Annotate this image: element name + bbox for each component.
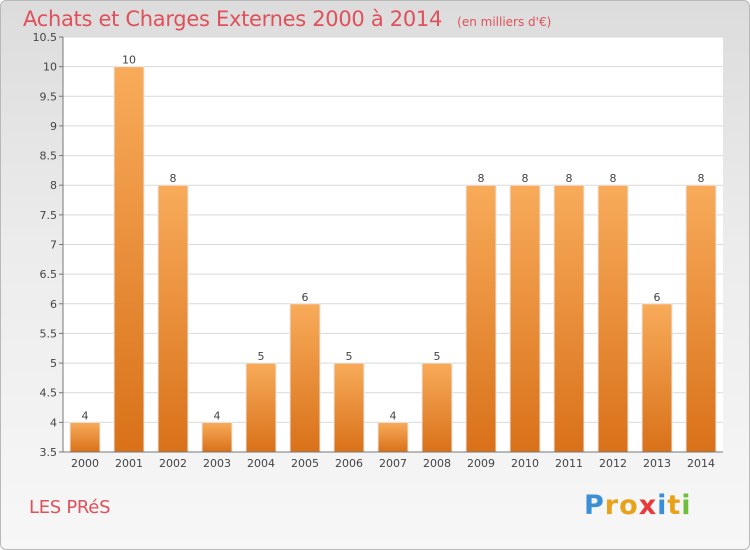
data-label-2008: 5 xyxy=(434,350,441,363)
data-label-2013: 6 xyxy=(654,291,661,304)
data-label-2006: 5 xyxy=(346,350,353,363)
x-tick-label: 2001 xyxy=(115,457,143,470)
data-label-2014: 8 xyxy=(698,172,705,185)
data-label-2011: 8 xyxy=(566,172,573,185)
y-tick-label: 9.5 xyxy=(40,90,58,103)
x-tick-label: 2006 xyxy=(335,457,363,470)
y-tick-label: 8.5 xyxy=(40,150,58,163)
y-tick-label: 5 xyxy=(50,357,57,370)
data-label-2004: 5 xyxy=(258,350,265,363)
data-label-2001: 10 xyxy=(122,54,136,67)
y-tick-label: 4.5 xyxy=(40,387,58,400)
y-tick-label: 3.5 xyxy=(40,446,58,459)
x-tick-label: 2012 xyxy=(599,457,627,470)
bar-2010 xyxy=(509,184,541,453)
bar-2003 xyxy=(201,421,233,453)
x-tick-label: 2011 xyxy=(555,457,583,470)
y-tick-label: 7 xyxy=(50,239,57,252)
bar-2008 xyxy=(421,362,453,453)
chart-title-row: Achats et Charges Externes 2000 à 2014 (… xyxy=(23,7,551,31)
bar-2005 xyxy=(289,303,321,453)
x-tick-label: 2007 xyxy=(379,457,407,470)
y-tick-label: 8 xyxy=(50,179,57,192)
x-tick-label: 2010 xyxy=(511,457,539,470)
bar-2002 xyxy=(157,184,189,453)
bar-2009 xyxy=(465,184,497,453)
commune-name: LES PRéS xyxy=(29,497,111,518)
data-labels: 4 10 8 4 5 6 5 4 5 8 8 8 8 6 8 xyxy=(82,54,705,423)
chart-title: Achats et Charges Externes 2000 à 2014 xyxy=(23,7,443,31)
x-tick-label: 2005 xyxy=(291,457,319,470)
y-tick-label: 7.5 xyxy=(40,209,58,222)
bars xyxy=(69,66,717,453)
x-axis: 2000 2001 2002 2003 2004 2005 2006 2007 2008 2009… xyxy=(63,451,723,470)
x-tick-label: 2002 xyxy=(159,457,187,470)
x-tick-label: 2003 xyxy=(203,457,231,470)
y-tick-label: 9 xyxy=(50,120,57,133)
data-label-2007: 4 xyxy=(390,409,397,422)
bar-2006 xyxy=(333,362,365,453)
y-tick-label: 4 xyxy=(50,416,57,429)
x-tick-label: 2009 xyxy=(467,457,495,470)
data-label-2000: 4 xyxy=(82,409,89,422)
y-tick-label: 6 xyxy=(50,298,57,311)
data-label-2012: 8 xyxy=(610,172,617,185)
bar-2012 xyxy=(597,184,629,453)
x-tick-label: 2004 xyxy=(247,457,275,470)
proxiti-logo: Proxiti xyxy=(584,490,692,521)
x-tick-label: 2000 xyxy=(71,457,99,470)
x-tick-label: 2014 xyxy=(687,457,715,470)
bar-2001 xyxy=(113,66,145,453)
bar-2004 xyxy=(245,362,277,453)
bar-2000 xyxy=(69,421,101,453)
y-tick-label: 5.5 xyxy=(40,327,58,340)
data-label-2002: 8 xyxy=(170,172,177,185)
data-label-2010: 8 xyxy=(522,172,529,185)
chart-unit: (en milliers d'€) xyxy=(457,15,552,29)
data-label-2003: 4 xyxy=(214,409,221,422)
x-tick-label: 2013 xyxy=(643,457,671,470)
y-axis: 3.5 4 4.5 5 5.5 6 6.5 7 7.5 8 8.5 9 9.5 10 10.5 xyxy=(33,31,64,459)
bar-2014 xyxy=(685,184,717,453)
x-tick-label: 2008 xyxy=(423,457,451,470)
bar-2007 xyxy=(377,421,409,453)
y-tick-label: 10 xyxy=(43,61,57,74)
data-label-2009: 8 xyxy=(478,172,485,185)
y-tick-label: 6.5 xyxy=(40,268,58,281)
bar-2011 xyxy=(553,184,585,453)
bar-2013 xyxy=(641,303,673,453)
y-tick-label: 10.5 xyxy=(33,31,58,44)
data-label-2005: 6 xyxy=(302,291,309,304)
